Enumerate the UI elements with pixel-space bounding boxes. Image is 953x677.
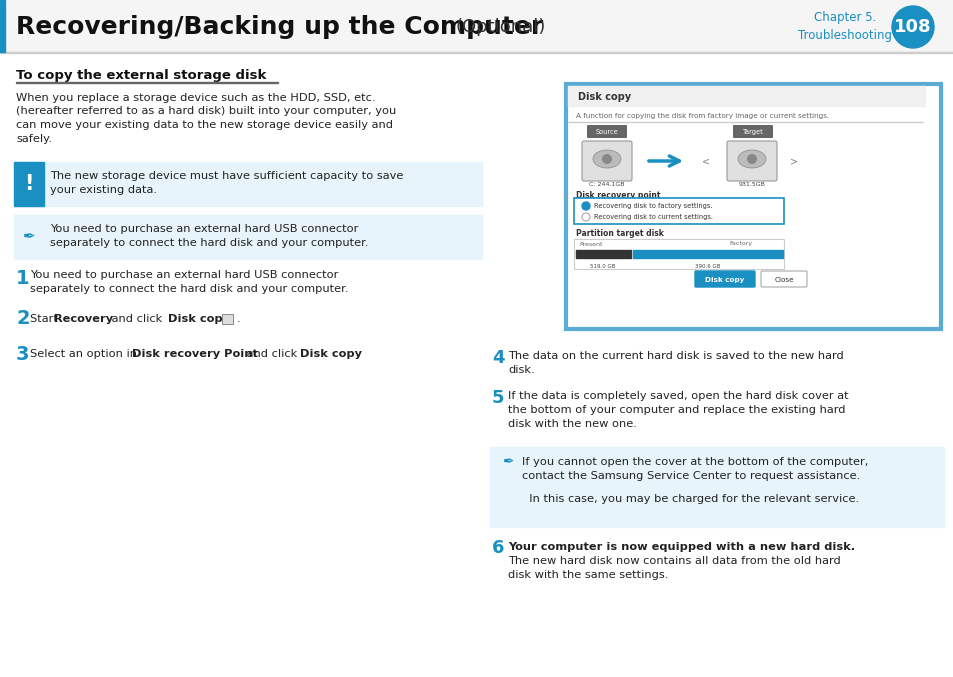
FancyBboxPatch shape [222, 314, 233, 324]
Circle shape [746, 154, 757, 164]
Text: can move your existing data to the new storage device easily and: can move your existing data to the new s… [16, 120, 393, 130]
Text: disk with the new one.: disk with the new one. [507, 419, 637, 429]
Text: Recovering disk to current settings.: Recovering disk to current settings. [594, 214, 712, 220]
Text: Source: Source [595, 129, 618, 135]
Text: 5: 5 [492, 389, 504, 407]
FancyBboxPatch shape [565, 84, 940, 329]
Text: Recovery: Recovery [54, 314, 113, 324]
FancyBboxPatch shape [581, 141, 631, 181]
Text: 4: 4 [492, 349, 504, 367]
Text: The data on the current hard disk is saved to the new hard: The data on the current hard disk is sav… [507, 351, 842, 361]
Ellipse shape [738, 150, 765, 168]
Bar [490, 447, 943, 527]
Text: Disk copy: Disk copy [168, 314, 230, 324]
Text: The new storage device must have sufficient capacity to save: The new storage device must have suffici… [50, 171, 403, 181]
Text: disk.: disk. [507, 365, 534, 375]
Text: 390.6 GB: 390.6 GB [695, 263, 720, 269]
Text: When you replace a storage device such as the HDD, SSD, etc.: When you replace a storage device such a… [16, 93, 375, 103]
Bar [14, 162, 44, 206]
Bar [567, 86, 924, 106]
Bar [633, 250, 782, 258]
Text: 1: 1 [16, 269, 30, 288]
Text: ✒: ✒ [23, 230, 35, 244]
Text: Disk recovery point: Disk recovery point [576, 192, 659, 200]
Text: Present: Present [578, 242, 602, 246]
Text: 6: 6 [492, 539, 504, 557]
Text: safely.: safely. [16, 133, 51, 144]
Text: (hereafter referred to as a hard disk) built into your computer, you: (hereafter referred to as a hard disk) b… [16, 106, 395, 116]
Text: 108: 108 [893, 18, 931, 36]
Text: To copy the external storage disk: To copy the external storage disk [16, 68, 266, 81]
Text: Recovering disk to factory settings.: Recovering disk to factory settings. [594, 203, 712, 209]
Circle shape [601, 154, 612, 164]
Bar [16, 82, 277, 83]
Text: .: . [236, 314, 240, 324]
Text: Factory: Factory [728, 242, 751, 246]
Text: 519.0 GB: 519.0 GB [590, 263, 615, 269]
FancyBboxPatch shape [760, 271, 806, 287]
Text: Partition target disk: Partition target disk [576, 230, 663, 238]
Text: 2: 2 [16, 309, 30, 328]
Text: .: . [355, 349, 359, 359]
Text: 931.5GB: 931.5GB [738, 181, 764, 186]
FancyBboxPatch shape [695, 271, 754, 287]
Text: your existing data.: your existing data. [50, 185, 157, 195]
Text: separately to connect the hard disk and your computer.: separately to connect the hard disk and … [30, 284, 348, 294]
Text: !: ! [24, 174, 33, 194]
Text: You need to purchase an external hard USB connector: You need to purchase an external hard US… [50, 224, 358, 234]
Text: If the data is completely saved, open the hard disk cover at: If the data is completely saved, open th… [507, 391, 848, 401]
Text: You need to purchase an external hard USB connector: You need to purchase an external hard US… [30, 270, 338, 280]
Text: (Optional): (Optional) [456, 18, 546, 36]
Bar [14, 215, 481, 259]
Text: the bottom of your computer and replace the existing hard: the bottom of your computer and replace … [507, 405, 844, 415]
Text: and click: and click [243, 349, 300, 359]
Text: Troubleshooting: Troubleshooting [797, 28, 891, 41]
Text: >: > [789, 156, 798, 166]
Text: Select an option in: Select an option in [30, 349, 140, 359]
FancyBboxPatch shape [732, 125, 772, 138]
Text: Disk copy: Disk copy [299, 349, 361, 359]
Text: 3: 3 [16, 345, 30, 364]
Bar [0, 0, 5, 52]
Circle shape [581, 213, 589, 221]
FancyBboxPatch shape [586, 125, 626, 138]
Text: Chapter 5.: Chapter 5. [813, 12, 875, 24]
Circle shape [581, 202, 589, 210]
Text: A function for copying the disk from factory image or current settings.: A function for copying the disk from fac… [576, 113, 828, 119]
FancyBboxPatch shape [574, 198, 783, 224]
Text: Target: Target [741, 129, 762, 135]
Text: <: < [701, 156, 709, 166]
Text: In this case, you may be charged for the relevant service.: In this case, you may be charged for the… [521, 494, 859, 504]
Text: ✒: ✒ [501, 455, 514, 469]
FancyBboxPatch shape [726, 141, 776, 181]
Text: Recovering/Backing up the Computer: Recovering/Backing up the Computer [16, 15, 542, 39]
Text: Disk copy: Disk copy [704, 277, 744, 283]
Bar [14, 162, 481, 206]
FancyBboxPatch shape [574, 239, 783, 269]
Text: If you cannot open the cover at the bottom of the computer,: If you cannot open the cover at the bott… [521, 457, 867, 467]
Circle shape [891, 6, 933, 48]
Ellipse shape [593, 150, 620, 168]
Bar [576, 250, 630, 258]
Text: The new hard disk now contains all data from the old hard: The new hard disk now contains all data … [507, 556, 840, 566]
Text: separately to connect the hard disk and your computer.: separately to connect the hard disk and … [50, 238, 368, 248]
Text: and click: and click [108, 314, 166, 324]
Text: Disk copy: Disk copy [578, 92, 631, 102]
Text: Start: Start [30, 314, 61, 324]
Bar [0, 52, 953, 53]
Text: disk with the same settings.: disk with the same settings. [507, 570, 668, 580]
Text: Close: Close [774, 277, 793, 283]
Text: Your computer is now equipped with a new hard disk.: Your computer is now equipped with a new… [507, 542, 854, 552]
Bar [0, 0, 953, 52]
Text: contact the Samsung Service Center to request assistance.: contact the Samsung Service Center to re… [521, 471, 860, 481]
Text: C: 244.1GB: C: 244.1GB [589, 181, 624, 186]
Text: Disk recovery Point: Disk recovery Point [132, 349, 257, 359]
